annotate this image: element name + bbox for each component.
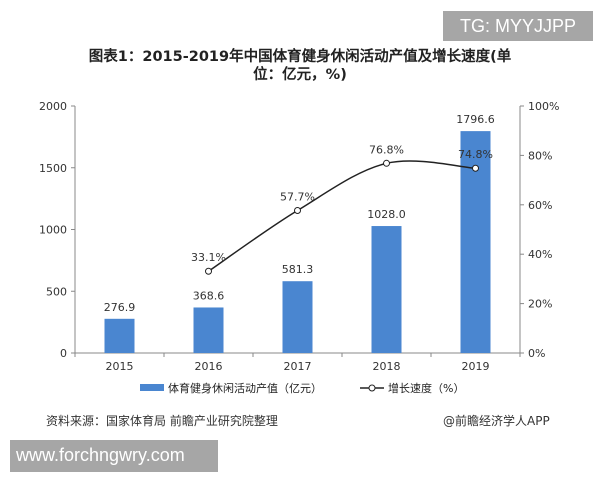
legend-bar-label: 体育健身休闲活动产值（亿元）	[168, 381, 322, 395]
left-tick-label: 1000	[39, 224, 67, 237]
left-tick-label: 0	[60, 347, 67, 360]
growth-point	[205, 267, 212, 275]
growth-label: 76.8%	[369, 143, 404, 156]
growth-point	[383, 159, 390, 167]
bar	[193, 307, 224, 353]
growth-line	[208, 160, 476, 272]
left-tick-label: 1500	[39, 162, 67, 175]
x-tick-label: 2018	[373, 360, 401, 373]
x-tick-label: 2017	[284, 360, 312, 373]
bar-label: 581.3	[282, 263, 314, 276]
source-note: 资料来源：国家体育局 前瞻产业研究院整理	[46, 414, 278, 428]
bar	[371, 226, 402, 353]
right-tick-label: 0%	[528, 347, 545, 360]
chart-title: 图表1：2015-2019年中国体育健身休闲活动产值及增长速度(单 位：亿元，%…	[60, 48, 540, 84]
bar	[460, 131, 491, 353]
chart-title-line1: 图表1：2015-2019年中国体育健身休闲活动产值及增长速度(单	[88, 49, 512, 65]
growth-label: 57.7%	[280, 190, 315, 203]
legend-line-marker	[368, 384, 376, 392]
growth-label: 33.1%	[191, 251, 226, 264]
x-tick-label: 2016	[195, 360, 223, 373]
x-tick-label: 2019	[462, 360, 490, 373]
bar	[104, 318, 135, 353]
bar-label: 368.6	[193, 289, 225, 302]
growth-point	[294, 206, 301, 214]
chart-title-line2: 位：亿元，%)	[253, 67, 347, 83]
right-tick-label: 80%	[528, 149, 552, 162]
right-tick-label: 20%	[528, 298, 552, 311]
watermark-top: TG: MYYJJPP	[443, 11, 593, 41]
bar-label: 276.9	[104, 301, 136, 314]
growth-point	[472, 164, 479, 172]
right-tick-label: 40%	[528, 248, 552, 261]
watermark-bottom: www.forchngwry.com	[10, 440, 218, 472]
legend-bar-swatch	[140, 384, 164, 391]
bar-label: 1028.0	[367, 208, 406, 221]
legend-line-label: 增长速度（%）	[388, 381, 464, 395]
right-tick-label: 60%	[528, 199, 552, 212]
x-tick-label: 2015	[106, 360, 134, 373]
growth-label: 74.8%	[458, 148, 493, 161]
left-tick-label: 500	[46, 285, 67, 298]
bar	[282, 281, 313, 353]
right-tick-label: 100%	[528, 100, 559, 113]
brand-credit: @前瞻经济学人APP	[443, 414, 550, 428]
bar-label: 1796.6	[456, 113, 495, 126]
chart: 0 500 1000 1500 2000 0% 20% 40% 60% 80% 100% 2015 20…	[39, 100, 559, 395]
left-tick-label: 2000	[39, 100, 67, 113]
